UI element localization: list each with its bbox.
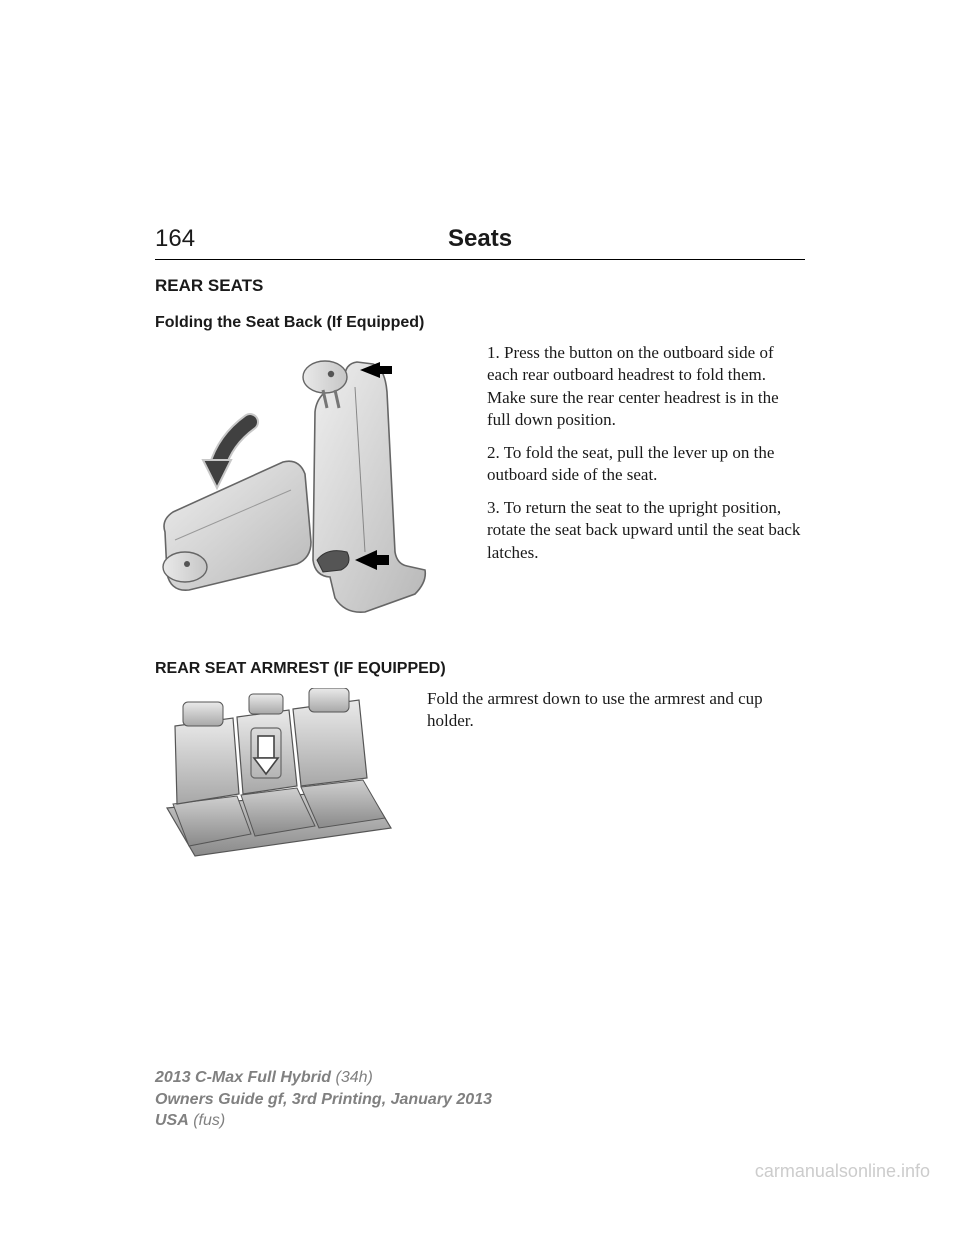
footer-region-code: (fus) <box>189 1112 225 1129</box>
heading-folding: Folding the Seat Back (If Equipped) <box>155 314 805 332</box>
footer-code: (34h) <box>331 1069 373 1086</box>
armrest-text: Fold the armrest down to use the armrest… <box>427 688 805 733</box>
heading-armrest: REAR SEAT ARMREST (IF EQUIPPED) <box>155 660 805 678</box>
step-1-text: 1. Press the button on the outboard side… <box>487 342 805 432</box>
watermark: carmanualsonline.info <box>755 1161 930 1182</box>
footer: 2013 C-Max Full Hybrid (34h) Owners Guid… <box>155 1067 492 1132</box>
footer-region: USA <box>155 1112 189 1129</box>
footer-guide: Owners Guide gf, 3rd Printing, January 2… <box>155 1089 492 1111</box>
section-title: Seats <box>155 225 805 253</box>
figure-rear-armrest <box>155 688 405 868</box>
heading-rear-seats: REAR SEATS <box>155 276 805 296</box>
figure-seat-folding <box>155 342 465 632</box>
step-3-text: 3. To return the seat to the upright pos… <box>487 497 805 564</box>
footer-model: 2013 C-Max Full Hybrid <box>155 1069 331 1086</box>
page-header: 164 Seats <box>155 225 805 260</box>
step-2-text: 2. To fold the seat, pull the lever up o… <box>487 442 805 487</box>
